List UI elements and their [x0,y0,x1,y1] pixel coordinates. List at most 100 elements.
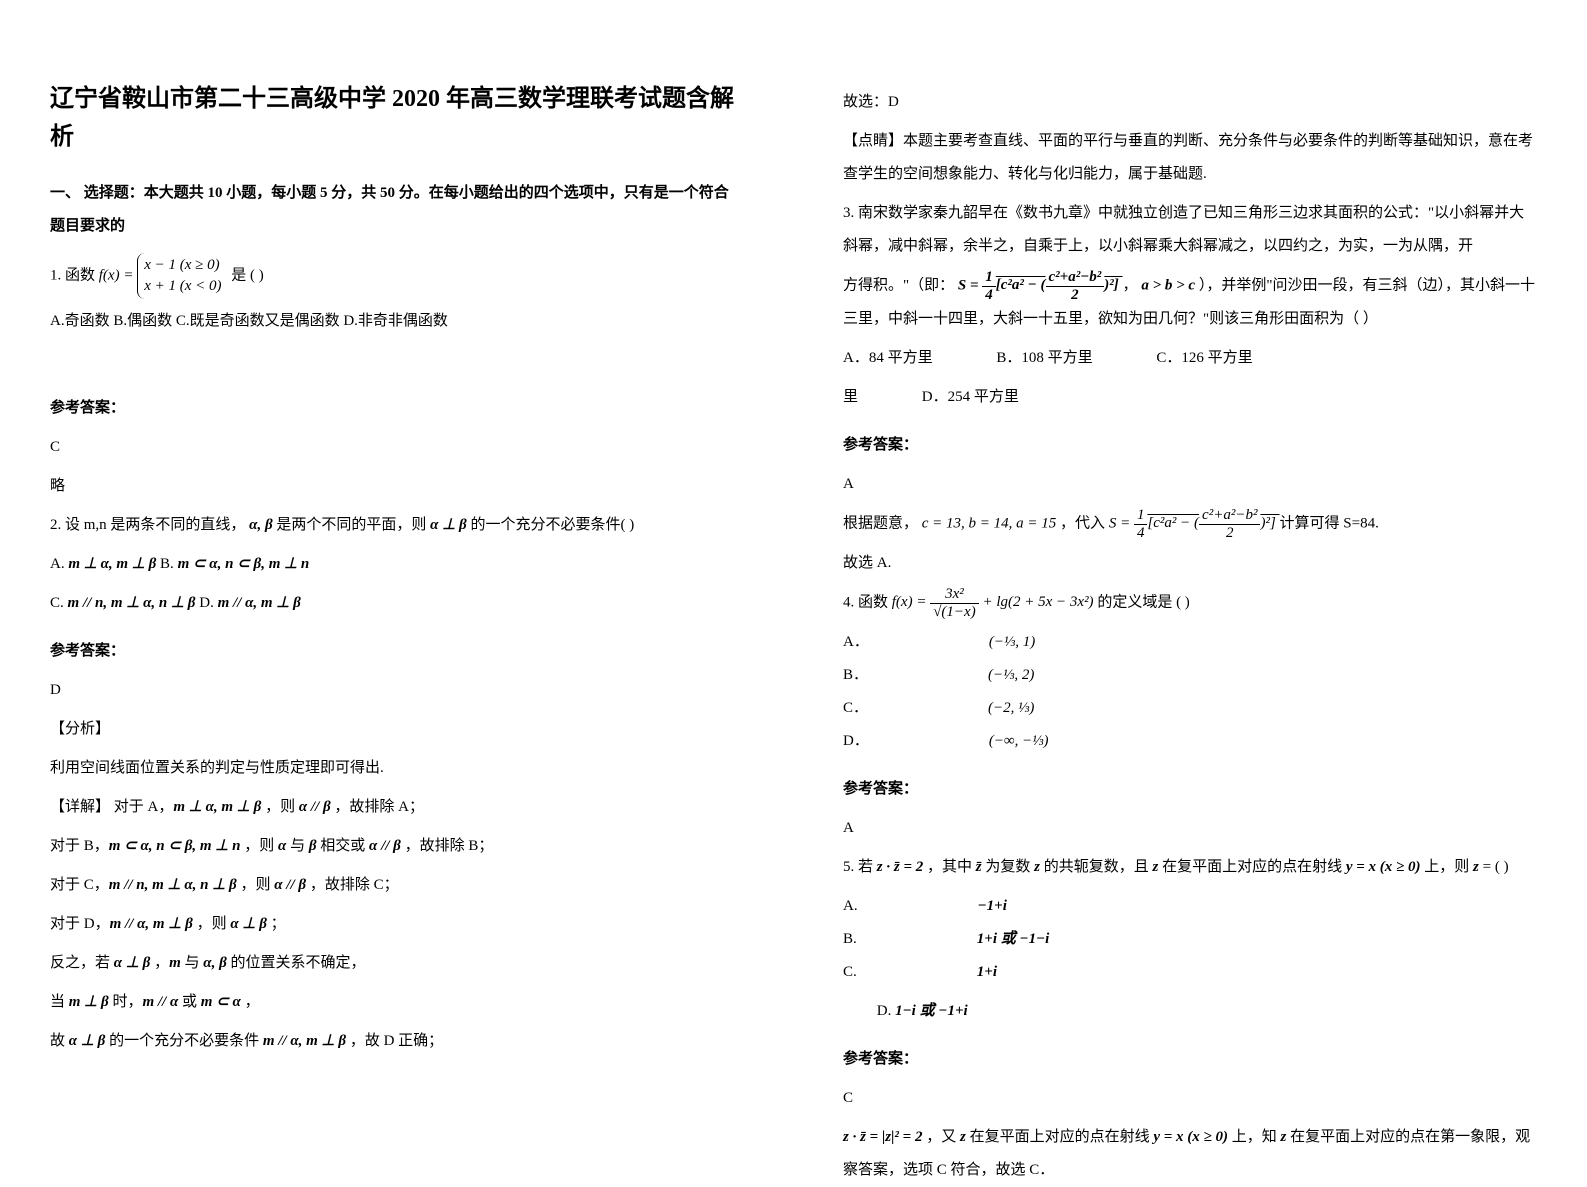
m: m ⊂ α, n ⊂ β, m ⊥ n [109,838,241,854]
q2-detail-B: 对于 B，m ⊂ α, n ⊂ β, m ⊥ n ，则 α 与 β 相交或 α … [50,830,743,863]
q1-answer: C [50,431,743,464]
q4-opt-B: B． (−⅓, 2) [843,659,1154,692]
q3-opt-B: B．108 平方里 [996,342,1092,375]
doc-title: 辽宁省鞍山市第二十三高级中学 2020 年高三数学理联考试题含解析 [50,80,743,157]
m: m [169,955,181,971]
m: α ⊥ β [230,916,267,932]
q5-solution: z · z̄ = |z|² = 2 ，又 z 在复平面上对应的点在射线 y = … [843,1121,1536,1187]
q2-stem-text2: 是两个不同的平面，则 [276,517,430,533]
q4-opt-D: D． (−∞, −⅓) [843,725,1169,758]
q3-abc: a > b > c [1141,277,1195,293]
q4-opt-C: C． (−2, ⅓) [843,692,1154,725]
t: = ( ) [1483,859,1509,875]
t: 上，则 [1424,859,1473,875]
answer-label: 参考答案： [843,429,1536,462]
m: z [1473,859,1479,875]
m: α ⊥ β [114,955,151,971]
t: 方得积。"（即： [843,277,954,293]
l: A. [843,890,858,923]
q2-analysis-body: 利用空间线面位置关系的判定与性质定理即可得出. [50,752,743,785]
v: (−2, ⅓) [988,692,1034,725]
right-column: 故选：D 【点睛】本题主要考查直线、平面的平行与垂直的判断、充分条件与必要条件的… [793,0,1586,1122]
l: D． [843,725,869,758]
q5-opt-D: D. 1−i 或 −1+i [877,1003,968,1019]
q3-stem-2: 方得积。"（即： S = 14[c²a² − (c²+a²−b²2)²] ， a… [843,269,1536,336]
q3-options-row2: 里 D．254 平方里 [843,381,1536,414]
l: A． [843,626,869,659]
t: ，故 D 正确； [350,1033,443,1049]
q1-stem: 1. 函数 f(x) = x − 1 (x ≥ 0) x + 1 (x < 0)… [50,253,743,299]
l: C． [843,692,868,725]
t: 对于 A， [114,799,174,815]
m: α, β [203,955,226,971]
t: 的位置关系不确定， [231,955,366,971]
q4-options: A． (−⅓, 1) B． (−⅓, 2) C． (−2, ⅓) D． (−∞, −⅓) [843,626,1536,758]
v: (−⅓, 1) [989,626,1035,659]
m: α ⊥ β [69,1033,106,1049]
q2-alpha-perp-beta: α ⊥ β [430,517,467,533]
t: 故 [50,1033,69,1049]
t: 的一个充分不必要条件 [109,1033,263,1049]
l: B． [843,659,868,692]
q2-dianjing: 【点睛】本题主要考查直线、平面的平行与垂直的判断、充分条件与必要条件的判断等基础… [843,125,1536,191]
q2-answer: D [50,674,743,707]
q2-options-row2: C. m // n, m ⊥ α, n ⊥ β D. m // α, m ⊥ β [50,587,743,620]
t: 在复平面上对应的点在射线 [1162,859,1346,875]
t: ，则 [265,799,299,815]
m: m ⊥ α, m ⊥ β [173,799,261,815]
answer-label: 参考答案： [843,773,1536,806]
q2-opt-B-label: B. [160,556,178,572]
q1-fx: f(x) = [99,267,134,283]
v: 1+i 或 −1−i [977,923,1050,956]
q1-piece-bot: x + 1 (x < 0) [144,278,221,294]
q2-analysis-label: 【分析】 [50,713,743,746]
answer-label: 参考答案： [843,1043,1536,1076]
m: z [960,1129,966,1145]
q4-answer: A [843,812,1536,845]
t: ，则 [244,838,278,854]
t: 或 [182,994,201,1010]
t: ，则 [240,877,274,893]
t: 上，知 [1232,1129,1281,1145]
q4-stem: 4. 函数 f(x) = 3x²√(1−x) + lg(2 + 5x − 3x²… [843,586,1536,620]
l: B. [843,923,857,956]
t: ，其中 [927,859,976,875]
q5-answer: C [843,1082,1536,1115]
t: ，故排除 A； [334,799,424,815]
q3-opt-D: D．254 平方里 [922,381,1019,414]
t: ； [271,916,286,932]
t: 为复数 [985,859,1034,875]
t: 根据题意， [843,515,918,531]
t: 在复平面上对应的点在射线 [970,1129,1154,1145]
q3-vals: c = 13, b = 14, a = 15 [922,515,1057,531]
v: 1+i [977,956,997,989]
q3-opt-A: A．84 平方里 [843,342,933,375]
t: ， [245,994,260,1010]
t: 对于 D， [50,916,110,932]
q1-answer-note: 略 [50,470,743,503]
v: (−⅓, 2) [988,659,1034,692]
q2-opt-D-label: D. [199,595,217,611]
t: ， [1123,277,1138,293]
q2-stem: 2. 设 m,n 是两条不同的直线， α, β 是两个不同的平面，则 α ⊥ β… [50,509,743,542]
m: m ⊂ α [201,994,241,1010]
t: 对于 B， [50,838,109,854]
q4-fx: f(x) = 3x²√(1−x) + lg(2 + 5x − 3x²) [892,594,1098,610]
q2-select: 故选：D [843,86,1536,119]
q2-opt-D: m // α, m ⊥ β [218,595,301,611]
t: ，代入 [1060,515,1109,531]
q3-opt-blank: 里 [843,381,858,414]
t: 的定义域是 ( ) [1097,594,1190,610]
q3-select: 故选 A. [843,547,1536,580]
answer-label: 参考答案： [50,635,743,668]
v: (−∞, −⅓) [989,725,1049,758]
q3-solution: 根据题意， c = 13, b = 14, a = 15 ，代入 S = 14[… [843,507,1536,541]
q2-so: 故 α ⊥ β 的一个充分不必要条件 m // α, m ⊥ β ，故 D 正确… [50,1025,743,1058]
q2-opt-C: m // n, m ⊥ α, n ⊥ β [68,595,196,611]
t: 与 [290,838,309,854]
q1-options: A.奇函数 B.偶函数 C.既是奇函数又是偶函数 D.非奇非偶函数 [50,305,743,338]
t: ，则 [197,916,231,932]
t: 反之，若 [50,955,114,971]
q2-inverse: 反之，若 α ⊥ β ，m 与 α, β 的位置关系不确定， [50,947,743,980]
t: 相交或 [320,838,369,854]
